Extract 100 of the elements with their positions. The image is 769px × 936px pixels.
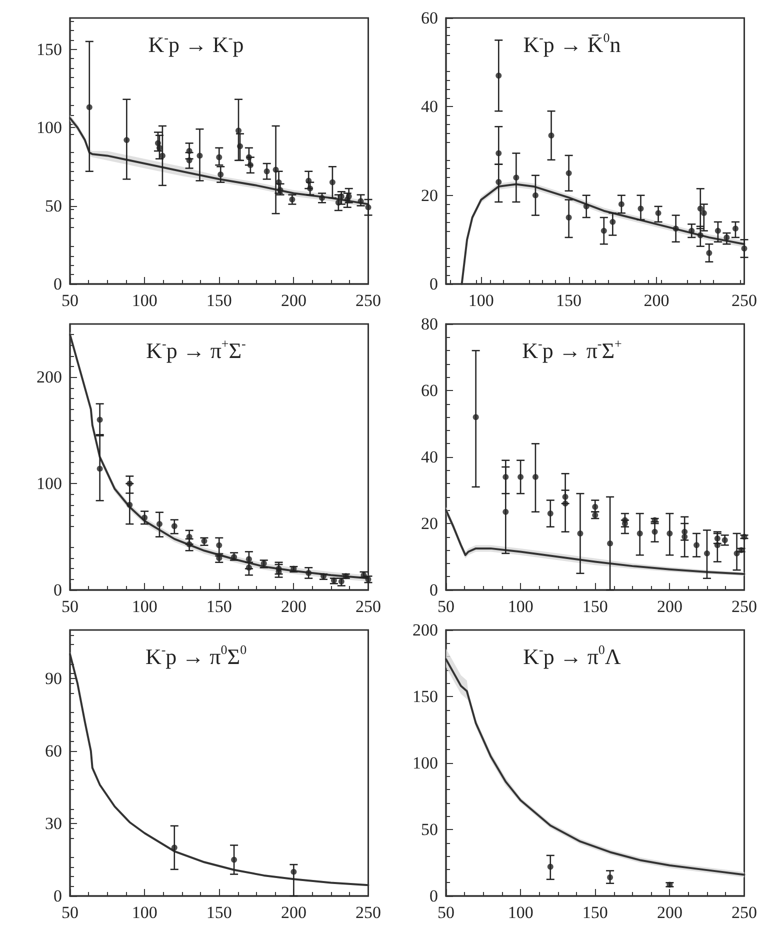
y-tick-label: 0 bbox=[430, 886, 438, 906]
x-tick-label: 250 bbox=[356, 903, 381, 922]
point bbox=[547, 510, 554, 517]
point bbox=[156, 144, 162, 151]
point bbox=[513, 174, 520, 181]
y-tick-label: 200 bbox=[412, 620, 438, 640]
x-tick-label: 150 bbox=[206, 597, 232, 616]
x-tick-label: 100 bbox=[132, 903, 158, 922]
point bbox=[636, 530, 643, 536]
x-tick-label: 150 bbox=[582, 597, 608, 616]
point bbox=[655, 210, 662, 216]
x-tick-label: 100 bbox=[132, 597, 158, 616]
point bbox=[592, 504, 598, 510]
point bbox=[246, 556, 252, 562]
x-tick-label: 150 bbox=[556, 291, 582, 310]
point bbox=[724, 234, 730, 240]
point bbox=[706, 250, 712, 256]
point bbox=[704, 550, 710, 556]
y-tick-label: 60 bbox=[421, 381, 438, 400]
point bbox=[607, 540, 614, 546]
y-tick-label: 200 bbox=[36, 368, 62, 387]
y-tick-label: 0 bbox=[430, 580, 438, 600]
point bbox=[246, 154, 252, 160]
y-tick-label: 150 bbox=[412, 687, 438, 706]
y-tick-label: 60 bbox=[45, 741, 62, 760]
point bbox=[666, 530, 673, 536]
point bbox=[566, 170, 572, 176]
point bbox=[722, 537, 728, 544]
y-tick-label: 90 bbox=[45, 668, 62, 688]
point bbox=[260, 560, 267, 566]
point bbox=[652, 528, 658, 535]
point bbox=[218, 171, 224, 178]
x-tick-label: 200 bbox=[656, 903, 682, 922]
point bbox=[358, 198, 364, 204]
point bbox=[289, 196, 296, 203]
point bbox=[186, 541, 192, 548]
point bbox=[319, 194, 326, 201]
y-tick-label: 50 bbox=[45, 196, 62, 216]
point bbox=[276, 566, 282, 572]
point bbox=[329, 179, 336, 186]
y-tick-label: 100 bbox=[412, 754, 438, 772]
point bbox=[502, 508, 509, 515]
point bbox=[562, 494, 568, 500]
x-tick-label: 100 bbox=[508, 903, 534, 922]
x-tick-label: 200 bbox=[280, 903, 306, 922]
y-tick-label: 0 bbox=[54, 886, 62, 906]
x-tick-label: 100 bbox=[132, 291, 158, 310]
point bbox=[186, 157, 192, 164]
point bbox=[622, 520, 628, 526]
point bbox=[518, 474, 524, 480]
y-tick-label: 30 bbox=[45, 814, 62, 833]
y-tick-label: 50 bbox=[421, 820, 438, 839]
point bbox=[236, 128, 242, 134]
y-tick-label: 100 bbox=[36, 474, 62, 494]
point bbox=[547, 864, 554, 870]
y-tick-label: 60 bbox=[421, 8, 438, 28]
point bbox=[306, 570, 312, 576]
x-tick-label: 100 bbox=[508, 597, 534, 616]
text: K-p → π-Σ+ bbox=[522, 336, 622, 363]
point bbox=[697, 232, 704, 238]
x-tick-label: 200 bbox=[280, 597, 306, 616]
point bbox=[496, 72, 502, 79]
point bbox=[741, 246, 748, 252]
point bbox=[186, 534, 192, 540]
point bbox=[638, 206, 644, 212]
point bbox=[502, 474, 509, 480]
point bbox=[96, 416, 103, 423]
point bbox=[672, 226, 679, 232]
point bbox=[86, 104, 92, 110]
point bbox=[231, 856, 238, 863]
point bbox=[216, 542, 222, 548]
point bbox=[583, 203, 590, 210]
x-tick-label: 250 bbox=[356, 291, 381, 310]
y-tick-label: 40 bbox=[421, 97, 438, 116]
x-tick-label: 250 bbox=[732, 903, 757, 922]
point bbox=[264, 168, 270, 174]
point bbox=[365, 204, 372, 210]
y-tick-label: 80 bbox=[421, 314, 438, 334]
x-tick-label: 250 bbox=[732, 597, 757, 616]
point bbox=[577, 530, 584, 536]
point bbox=[682, 534, 688, 540]
point bbox=[607, 874, 614, 880]
point bbox=[682, 528, 688, 535]
point bbox=[290, 868, 297, 875]
point bbox=[237, 143, 244, 150]
point bbox=[532, 192, 538, 198]
y-tick-label: 20 bbox=[421, 186, 438, 205]
y-tick-label: 0 bbox=[430, 274, 438, 294]
point bbox=[734, 550, 740, 556]
x-tick-label: 150 bbox=[206, 291, 232, 310]
point bbox=[472, 414, 479, 420]
point bbox=[171, 844, 178, 851]
point bbox=[697, 206, 704, 212]
y-tick-label: 100 bbox=[36, 118, 62, 138]
y-tick-label: 0 bbox=[54, 274, 62, 294]
x-tick-label: 200 bbox=[644, 291, 670, 310]
point bbox=[124, 137, 130, 144]
point bbox=[272, 166, 279, 173]
point bbox=[566, 214, 572, 220]
text: K-p → K-p bbox=[148, 30, 244, 57]
